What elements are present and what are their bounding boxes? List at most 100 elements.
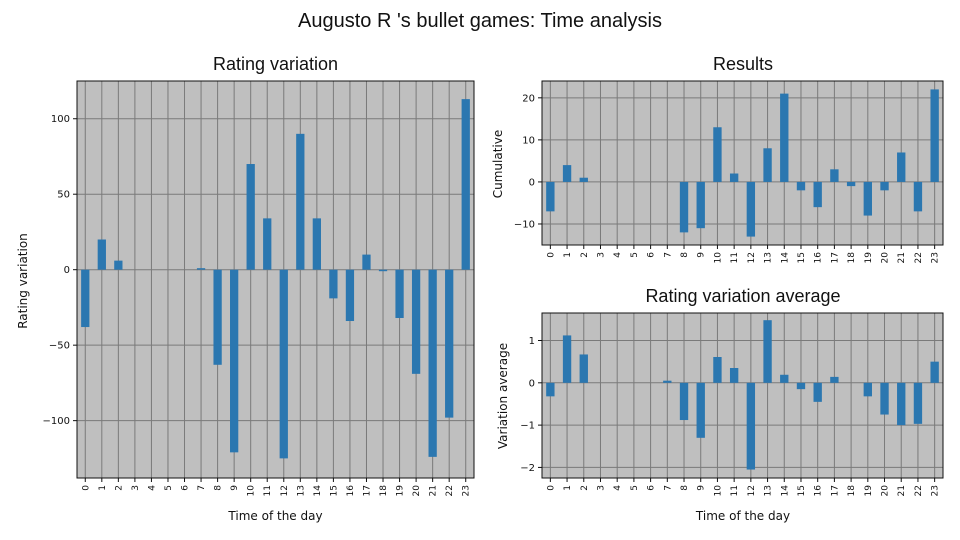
average-xtick-label: 5 xyxy=(630,485,640,491)
rating-plot-area xyxy=(77,81,474,478)
average-bar-2 xyxy=(579,354,588,383)
results-bar-19 xyxy=(863,181,872,216)
rating-xtick-label: 3 xyxy=(131,485,141,491)
average-bar-23 xyxy=(930,361,939,383)
results-xtick-label: 22 xyxy=(914,252,924,263)
rating-bar-20 xyxy=(411,269,421,374)
results-xtick-label: 18 xyxy=(847,252,857,264)
results-chart-ylabel: Cumulative xyxy=(491,130,505,199)
average-xtick-label: 23 xyxy=(931,485,941,496)
rating-bar-7 xyxy=(196,268,206,270)
rating-xtick-label: 6 xyxy=(181,485,191,491)
results-bar-22 xyxy=(913,181,923,212)
average-xtick-label: 12 xyxy=(747,485,757,496)
rating-xtick-label: 1 xyxy=(98,485,108,491)
rating-bar-9 xyxy=(230,269,239,453)
results-bar-17 xyxy=(830,169,839,182)
results-xtick-label: 0 xyxy=(546,252,556,258)
average-xtick-label: 10 xyxy=(713,485,723,497)
average-chart-ylabel: Variation average xyxy=(496,343,510,449)
average-chart-title: Rating variation average xyxy=(645,286,840,306)
rating-chart-title: Rating variation xyxy=(213,54,338,74)
figure-suptitle: Augusto R 's bullet games: Time analysis xyxy=(298,10,662,32)
results-xtick-label: 21 xyxy=(897,252,907,263)
results-bar-12 xyxy=(746,181,756,237)
average-ytick-label: 0 xyxy=(529,378,535,389)
rating-xtick-label: 13 xyxy=(296,485,306,496)
results-ytick-label: 0 xyxy=(529,177,535,188)
rating-bar-22 xyxy=(445,269,454,418)
rating-bar-13 xyxy=(296,133,305,270)
rating-chart-ylabel: Rating variation xyxy=(16,233,30,329)
rating-xtick-label: 22 xyxy=(445,485,455,496)
results-xtick-label: 14 xyxy=(780,252,790,264)
results-xtick-label: 1 xyxy=(563,252,573,258)
results-ytick-label: 20 xyxy=(522,93,535,104)
rating-xtick-label: 21 xyxy=(429,485,439,496)
results-xtick-label: 20 xyxy=(881,252,891,264)
results-bar-0 xyxy=(546,181,555,212)
rating-bar-10 xyxy=(246,164,255,270)
rating-xtick-label: 11 xyxy=(263,485,273,496)
average-bar-21 xyxy=(897,382,906,426)
results-xtick-label: 4 xyxy=(613,252,623,258)
average-ytick-label: 1 xyxy=(529,336,535,347)
rating-ytick-label: 100 xyxy=(51,114,70,125)
rating-bar-1 xyxy=(97,239,106,270)
results-ytick-label: 10 xyxy=(522,135,535,146)
average-bar-13 xyxy=(763,320,772,383)
results-xtick-label: 11 xyxy=(730,252,740,263)
average-xtick-label: 4 xyxy=(613,485,623,491)
results-bar-8 xyxy=(679,181,689,233)
rating-bar-17 xyxy=(362,254,371,270)
average-bar-11 xyxy=(729,368,739,383)
results-xtick-label: 2 xyxy=(580,252,590,258)
rating-xtick-label: 7 xyxy=(197,485,207,491)
average-bar-12 xyxy=(746,382,756,470)
average-xtick-label: 15 xyxy=(797,485,807,496)
rating-ytick-label: 0 xyxy=(64,265,70,276)
rating-xtick-label: 17 xyxy=(362,485,372,496)
average-xtick-label: 6 xyxy=(647,485,657,491)
results-bar-21 xyxy=(897,152,906,182)
average-xtick-label: 1 xyxy=(563,485,573,491)
rating-xtick-label: 2 xyxy=(114,485,124,491)
results-xtick-label: 9 xyxy=(697,252,707,258)
rating-xtick-label: 8 xyxy=(214,485,224,491)
average-bar-7 xyxy=(663,380,672,383)
rating-bar-0 xyxy=(81,269,90,328)
average-bar-9 xyxy=(696,382,705,438)
average-xtick-label: 11 xyxy=(730,485,740,496)
average-xtick-label: 22 xyxy=(914,485,924,496)
average-xtick-label: 17 xyxy=(830,485,840,496)
average-xtick-label: 0 xyxy=(546,485,556,491)
results-xtick-label: 17 xyxy=(830,252,840,263)
rating-xtick-label: 12 xyxy=(280,485,290,496)
rating-ytick-label: −100 xyxy=(43,416,70,427)
average-axes-frame xyxy=(541,312,944,479)
results-ytick-label: −10 xyxy=(514,219,535,230)
rating-bar-23 xyxy=(461,99,470,270)
rating-xtick-label: 10 xyxy=(247,485,257,497)
results-bar-20 xyxy=(880,181,889,191)
rating-xtick-label: 16 xyxy=(346,485,356,497)
results-xtick-label: 12 xyxy=(747,252,757,263)
results-plot-area xyxy=(542,81,943,245)
average-ytick-label: −1 xyxy=(520,421,535,432)
average-xtick-label: 16 xyxy=(814,485,824,497)
rating-xtick-label: 0 xyxy=(81,485,91,491)
results-xtick-label: 10 xyxy=(713,252,723,264)
average-xtick-label: 9 xyxy=(697,485,707,491)
average-xtick-label: 2 xyxy=(580,485,590,491)
average-bar-16 xyxy=(813,382,822,402)
rating-bar-15 xyxy=(329,269,338,299)
average-bar-1 xyxy=(562,335,572,383)
rating-ytick-label: −50 xyxy=(49,341,70,352)
rating-xtick-label: 19 xyxy=(396,485,406,497)
rating-bar-12 xyxy=(279,269,288,459)
rating-bar-11 xyxy=(263,218,272,270)
average-xtick-label: 20 xyxy=(881,485,891,497)
